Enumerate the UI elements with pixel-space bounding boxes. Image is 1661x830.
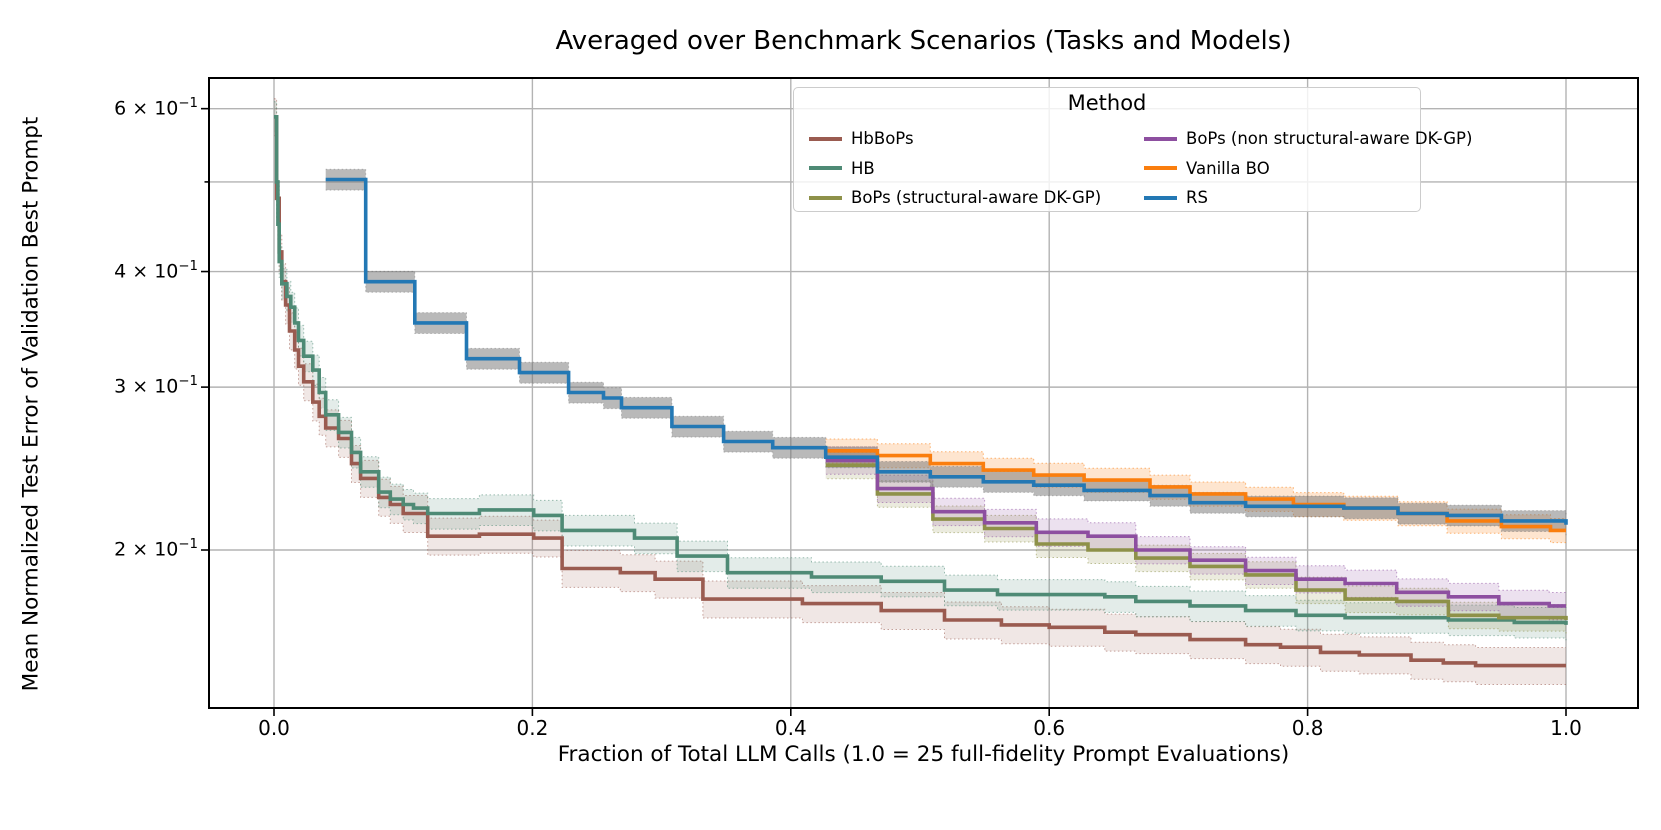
x-axis-label: Fraction of Total LLM Calls (1.0 = 25 fu… (557, 742, 1290, 767)
x-tick-label: 0.6 (1033, 716, 1066, 740)
legend-item: Vanilla BO (1144, 154, 1472, 184)
legend-swatch-icon (809, 136, 842, 141)
series-line-hbbops (274, 115, 1566, 668)
y-tick-label: 6 × 10−1 (114, 95, 198, 119)
series-band-bops-non-structural-aware-dk-gp- (825, 446, 1566, 620)
plot-frame (208, 77, 1639, 709)
x-tick-label: 0.0 (258, 716, 290, 740)
legend-swatch-icon (1144, 195, 1177, 200)
series-band-bops-structural-aware-dk-gp- (825, 452, 1566, 634)
legend: Method HbBoPs HB BoPs (structural-aware DK… (793, 87, 1472, 213)
y-tick-label: 4 × 10−1 (114, 258, 198, 282)
x-tick-label: 0.8 (1291, 716, 1324, 740)
legend-swatch-icon (809, 166, 842, 171)
legend-item: BoPs (structural-aware DK-GP) (809, 183, 1101, 213)
series-band-rs (325, 169, 1567, 536)
legend-item: BoPs (non structural-aware DK-GP) (1144, 124, 1472, 154)
series-band-edge (825, 473, 1566, 621)
legend-item: RS (1144, 183, 1472, 213)
x-tick-label: 0.4 (774, 716, 807, 740)
legend-item: HB (809, 154, 1101, 184)
legend-item-label: HB (851, 158, 875, 178)
y-axis-label: Mean Normalized Test Error of Validation… (18, 116, 44, 692)
series-line-bops-non-structural-aware-dk-gp- (825, 458, 1566, 608)
plot-title: Averaged over Benchmark Scenarios (Tasks… (555, 26, 1292, 56)
legend-swatch-icon (1144, 136, 1177, 141)
legend-item-label: HbBoPs (851, 129, 914, 149)
legend-column-left: HbBoPs HB BoPs (structural-aware DK-GP) (809, 124, 1101, 213)
legend-item-label: BoPs (structural-aware DK-GP) (851, 188, 1102, 208)
series-line-rs (325, 177, 1568, 525)
legend-title: Method (1067, 91, 1147, 115)
legend-swatch-icon (1144, 166, 1177, 171)
legend-item-label: BoPs (non structural-aware DK-GP) (1186, 129, 1473, 149)
y-tick-label: 3 × 10−1 (114, 374, 198, 398)
legend-swatch-icon (809, 195, 842, 200)
series-line-vanilla-bo (825, 449, 1566, 533)
legend-item: HbBoPs (809, 124, 1101, 154)
legend-item-label: RS (1186, 188, 1208, 208)
series-band-edge (274, 135, 1566, 685)
y-tick-label: 2 × 10−1 (114, 537, 198, 561)
series-line-bops-structural-aware-dk-gp- (825, 463, 1568, 620)
x-tick-label: 1.0 (1550, 716, 1582, 740)
legend-column-right: BoPs (non structural-aware DK-GP) Vanilla… (1144, 124, 1472, 213)
legend-item-label: Vanilla BO (1186, 158, 1270, 178)
series-band-edge (274, 131, 1567, 641)
series-line-hb (274, 115, 1568, 625)
x-tick-label: 0.2 (516, 716, 549, 740)
